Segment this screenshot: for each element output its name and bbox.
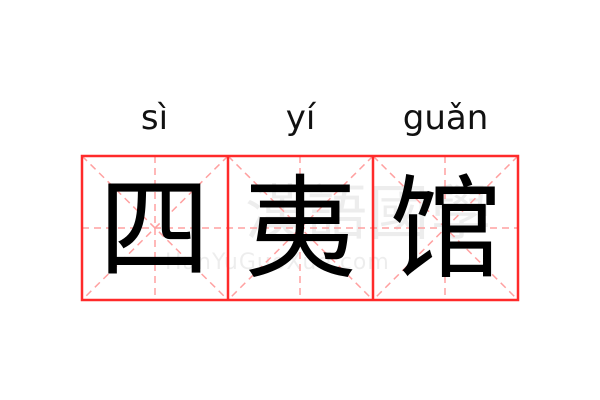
character-1: 四 [98, 165, 211, 295]
guide-line [372, 155, 519, 301]
pinyin-1: sì [140, 98, 169, 138]
watermark-chinese: 漢語國學 [245, 179, 493, 249]
grid-border [80, 154, 520, 302]
guide-line [227, 155, 374, 301]
pinyin-3: guǎn [402, 98, 489, 138]
watermark-latin: HanYuGuoXue.com [165, 250, 390, 275]
pinyin-2: yí [285, 98, 316, 138]
character-2: 夷 [244, 165, 357, 295]
guide-line [81, 155, 229, 301]
character-3: 馆 [389, 165, 502, 295]
